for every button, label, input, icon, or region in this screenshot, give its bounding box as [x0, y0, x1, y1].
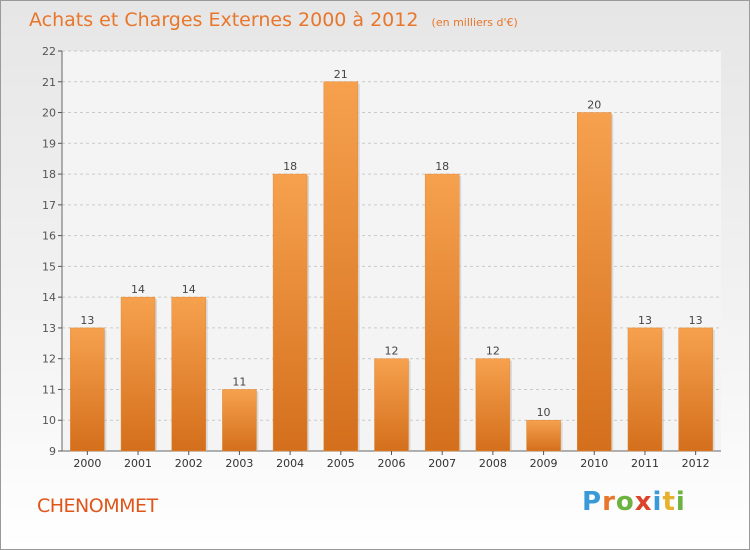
bar-value-label: 12 [486, 345, 500, 358]
bar-value-label: 21 [334, 68, 348, 81]
x-tick-label: 2006 [378, 457, 406, 470]
logo-letter: i [652, 487, 663, 517]
y-tick-label: 13 [42, 322, 56, 335]
y-tick-label: 11 [42, 383, 56, 396]
x-tick-label: 2002 [175, 457, 203, 470]
y-tick-label: 18 [42, 168, 56, 181]
bar-value-label: 10 [537, 406, 551, 419]
x-tick-label: 2000 [73, 457, 101, 470]
logo-letter: P [582, 487, 603, 517]
logo-letter: t [662, 487, 676, 517]
y-tick-label: 9 [49, 445, 56, 458]
x-tick-label: 2004 [276, 457, 304, 470]
bar-value-label: 20 [587, 99, 601, 112]
logo-letter: r [602, 487, 616, 517]
x-tick-label: 2012 [682, 457, 710, 470]
x-tick-label: 2010 [580, 457, 608, 470]
bar-2002 [171, 296, 206, 452]
bar-value-label: 14 [182, 283, 196, 296]
bar-2000 [70, 327, 105, 452]
commune-name: CHENOMMET [37, 495, 158, 517]
bar-2010 [577, 112, 612, 452]
bar-2012 [678, 327, 713, 452]
bar-2011 [627, 327, 663, 452]
bar-2008 [475, 358, 511, 452]
x-tick-label: 2009 [530, 457, 558, 470]
x-tick-label: 2011 [631, 457, 659, 470]
y-tick-label: 12 [42, 353, 56, 366]
bar-value-label: 13 [689, 314, 703, 327]
y-tick-label: 22 [42, 45, 56, 58]
y-tick-label: 17 [42, 199, 56, 212]
logo-letter: i [675, 487, 686, 517]
bar-2003 [222, 389, 257, 452]
x-tick-label: 2003 [225, 457, 253, 470]
x-tick-label: 2008 [479, 457, 507, 470]
logo-letter: o [615, 487, 635, 517]
x-tick-label: 2005 [327, 457, 355, 470]
logo-letter: x [634, 487, 653, 517]
bar-2005 [323, 81, 359, 452]
bar-value-label: 13 [638, 314, 652, 327]
bar-value-label: 18 [435, 160, 449, 173]
y-tick-label: 16 [42, 230, 56, 243]
y-tick-label: 10 [42, 414, 56, 427]
bar-value-label: 12 [385, 345, 399, 358]
bar-value-label: 18 [283, 160, 297, 173]
bar-2009 [526, 419, 561, 452]
y-tick-label: 19 [42, 137, 56, 150]
chart-title: Achats et Charges Externes 2000 à 2012 (… [29, 9, 518, 31]
y-tick-label: 20 [42, 107, 56, 120]
chart-unit-note: (en milliers d'€) [431, 16, 518, 29]
bar-value-label: 13 [80, 314, 94, 327]
bar-2001 [120, 296, 156, 452]
chart-title-text: Achats et Charges Externes 2000 à 2012 [29, 9, 419, 31]
x-tick-label: 2001 [124, 457, 152, 470]
bar-value-label: 14 [131, 283, 145, 296]
bar-value-label: 11 [232, 375, 246, 388]
bar-2006 [374, 358, 409, 452]
y-tick-label: 21 [42, 76, 56, 89]
bar-2004 [272, 173, 308, 452]
proxiti-logo: Proxiti [582, 487, 686, 517]
bar-2007 [424, 173, 460, 452]
y-tick-label: 14 [42, 291, 56, 304]
y-tick-label: 15 [42, 260, 56, 273]
x-tick-label: 2007 [428, 457, 456, 470]
